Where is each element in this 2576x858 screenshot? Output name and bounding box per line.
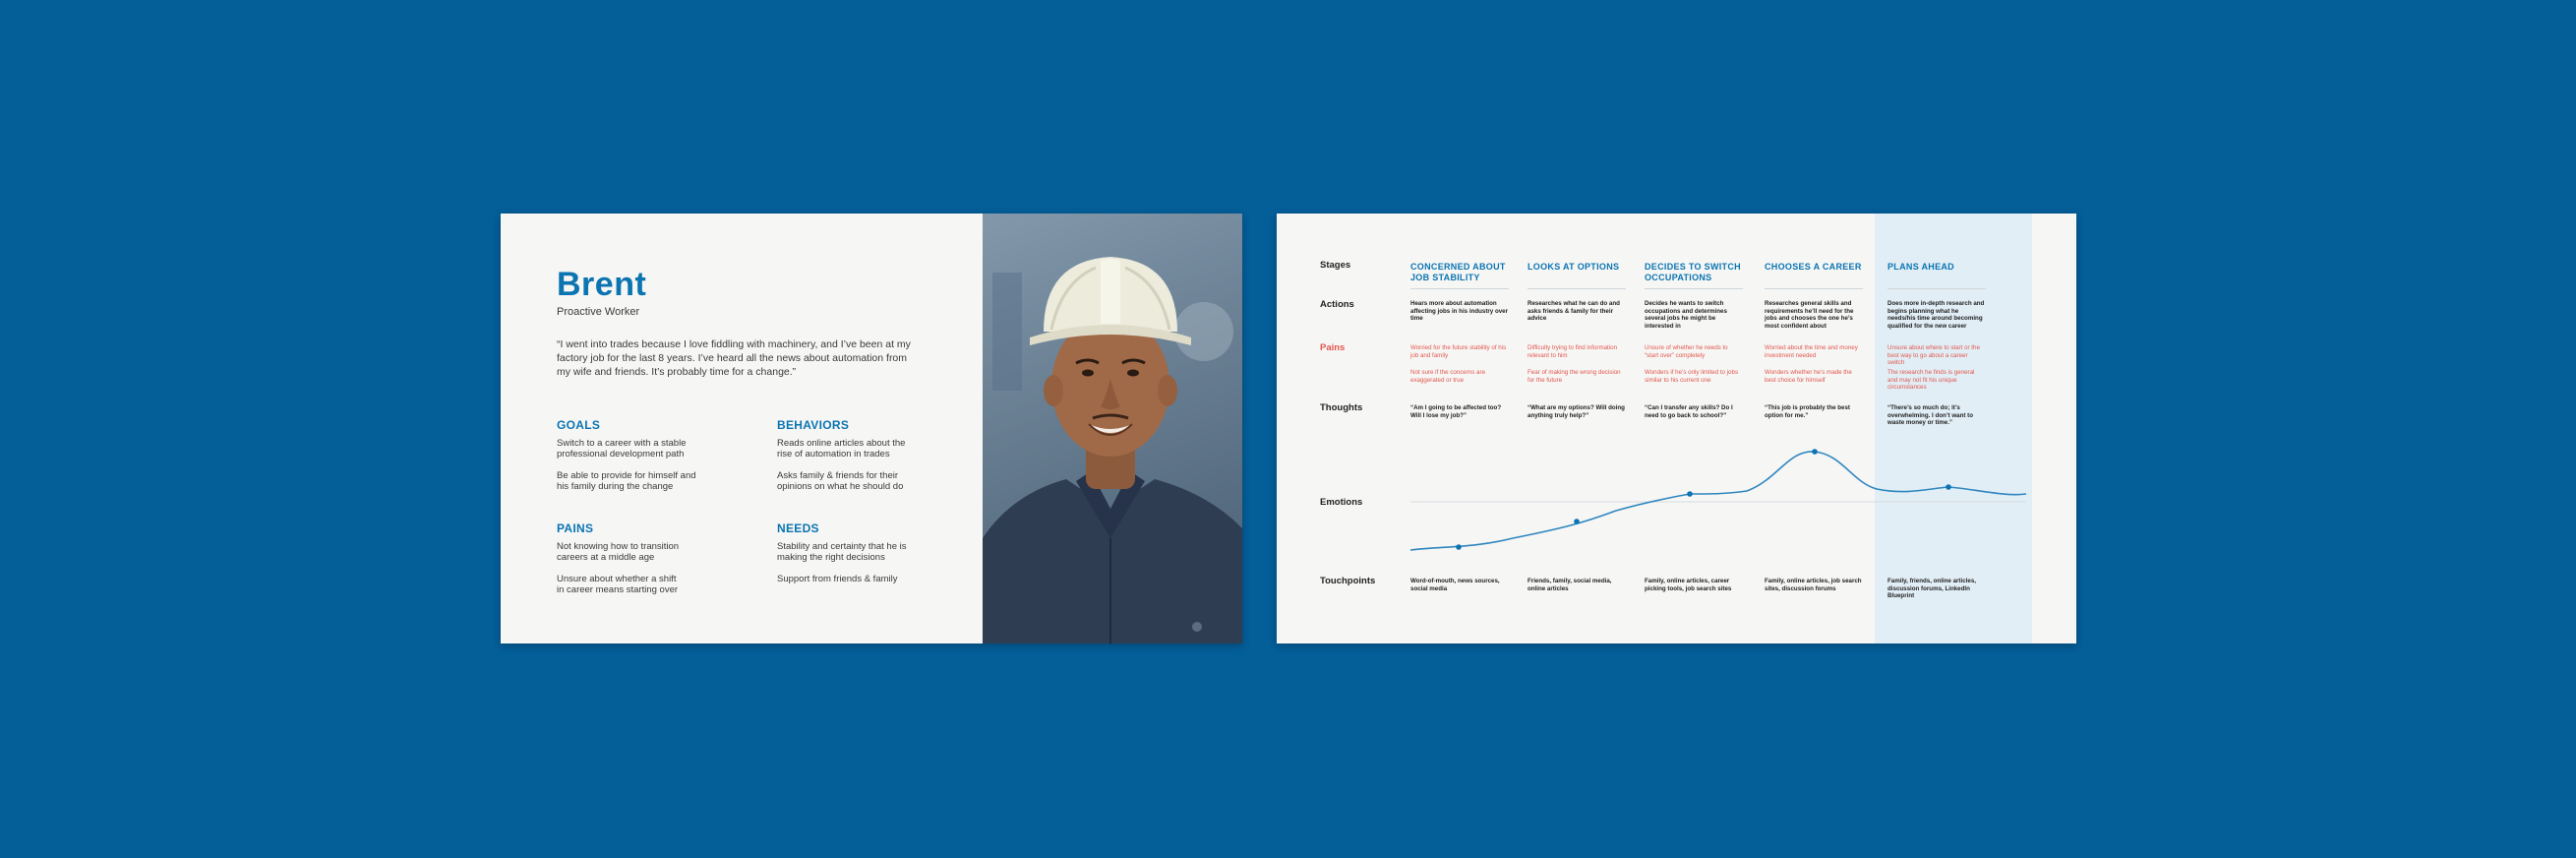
behaviors-section: BEHAVIORS Reads online articles about th… [777, 418, 964, 503]
stage-thought: “Can I transfer any skills? Do I need to… [1645, 404, 1733, 419]
stage-pain: Unsure of whether he needs to “start ove… [1645, 344, 1728, 359]
stage-title: CONCERNED ABOUT JOB STABILITY [1410, 262, 1506, 282]
stage-touchpoint: Friends, family, social media, online ar… [1528, 578, 1612, 592]
stage-pain: The research he finds is general and may… [1887, 369, 1975, 391]
stage-action: Decides he wants to switch occupations a… [1645, 300, 1727, 330]
emotion-point [1456, 544, 1462, 550]
needs-item: Stability and certainty that he is makin… [777, 541, 907, 563]
stage-action: Does more in-depth research and begins p… [1887, 300, 1985, 330]
needs-title: NEEDS [777, 521, 819, 535]
person-hardhat-photo-icon [983, 214, 1242, 644]
row-label-pains: Pains [1320, 342, 1346, 353]
persona-name: Brent [557, 266, 647, 303]
current-stage-highlight [1875, 214, 2032, 644]
stage-title: PLANS AHEAD [1887, 262, 1954, 272]
stage-pain: Worried for the future stability of his … [1410, 344, 1507, 359]
stage-divider [1765, 288, 1863, 289]
stage-pain: Wonders if he’s only limited to jobs sim… [1645, 369, 1739, 384]
journey-map-card: Stages Actions Pains Thoughts Emotions T… [1277, 214, 2076, 644]
stage-divider [1887, 288, 1986, 289]
row-label-actions: Actions [1320, 299, 1354, 310]
row-label-thoughts: Thoughts [1320, 402, 1363, 413]
needs-section: NEEDS Stability and certainty that he is… [777, 521, 964, 595]
behaviors-item: Asks family & friends for their opinions… [777, 470, 904, 492]
persona-photo [983, 214, 1242, 644]
stage-title: DECIDES TO SWITCH OCCUPATIONS [1645, 262, 1741, 282]
stage-pain: Unsure about where to start or the best … [1887, 344, 1980, 366]
stage-touchpoint: Family, online articles, job search site… [1765, 578, 1862, 592]
stage-title: CHOOSES A CAREER [1765, 262, 1862, 272]
stage-touchpoint: Family, friends, online articles, discus… [1887, 578, 1976, 599]
emotion-line [1409, 451, 2027, 551]
row-label-emotions: Emotions [1320, 497, 1363, 508]
stage-thought: “Am I going to be affected too? Will I l… [1410, 404, 1502, 419]
emotion-curve [1409, 449, 2027, 551]
stage-divider [1528, 288, 1626, 289]
stage-touchpoint: Family, online articles, career picking … [1645, 578, 1732, 592]
needs-item: Support from friends & family [777, 574, 898, 584]
stage-pain: Worried about the time and money investm… [1765, 344, 1858, 359]
goals-title: GOALS [557, 418, 601, 432]
stage-pain: Wonders whether he’s made the best choic… [1765, 369, 1852, 384]
emotion-point [1687, 491, 1693, 497]
goals-section: GOALS Switch to a career with a stable p… [557, 418, 744, 503]
goals-item: Switch to a career with a stable profess… [557, 438, 687, 460]
pains-item: Not knowing how to transition careers at… [557, 541, 680, 563]
stage-action: Researches what he can do and asks frien… [1528, 300, 1620, 322]
stage-thought: “What are my options? Will doing anythin… [1528, 404, 1625, 419]
pains-title: PAINS [557, 521, 594, 535]
pains-section: PAINS Not knowing how to transition care… [557, 521, 744, 606]
emotion-point [1946, 484, 1951, 490]
emotion-point [1574, 519, 1580, 524]
stage-touchpoint: Word-of-mouth, news sources, social medi… [1410, 578, 1500, 592]
goals-item: Be able to provide for himself and his f… [557, 470, 696, 492]
pains-item: Unsure about whether a shift in career m… [557, 574, 679, 595]
stage-action: Researches general skills and requiremen… [1765, 300, 1854, 330]
behaviors-title: BEHAVIORS [777, 418, 850, 432]
row-label-stages: Stages [1320, 260, 1351, 271]
persona-role: Proactive Worker [557, 306, 640, 318]
stage-thought: “This job is probably the best option fo… [1765, 404, 1850, 419]
stage-action: Hears more about automation affecting jo… [1410, 300, 1509, 322]
row-label-touchpoints: Touchpoints [1320, 576, 1376, 586]
persona-quote: “I went into trades because I love fiddl… [557, 338, 911, 378]
stage-divider [1410, 288, 1509, 289]
persona-card: Brent Proactive Worker “I went into trad… [501, 214, 1242, 644]
stage-title: LOOKS AT OPTIONS [1528, 262, 1620, 272]
behaviors-item: Reads online articles about the rise of … [777, 438, 906, 460]
stage-thought: “There’s so much do; it’s overwhelming. … [1887, 404, 1973, 426]
emotion-point [1812, 449, 1818, 455]
stage-divider [1645, 288, 1743, 289]
stage-pain: Not sure if the concerns are exaggerated… [1410, 369, 1486, 384]
stage-pain: Fear of making the wrong decision for th… [1528, 369, 1621, 384]
stage-pain: Difficulty trying to find information re… [1528, 344, 1618, 359]
persona-header: Brent Proactive Worker “I went into trad… [557, 268, 930, 379]
